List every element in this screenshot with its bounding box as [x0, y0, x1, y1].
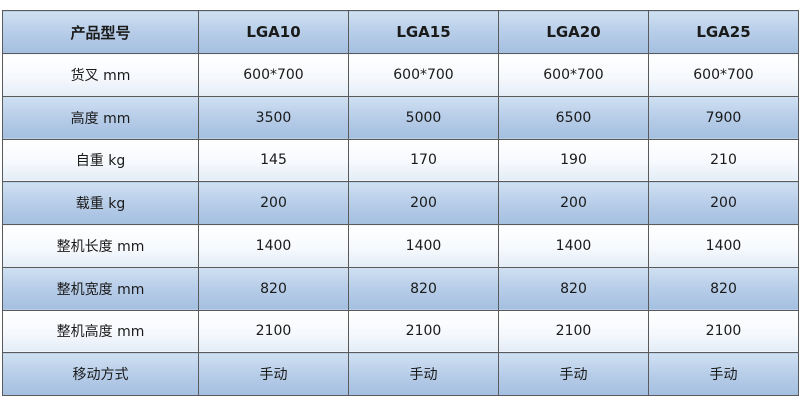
row-label: 移动方式	[2, 352, 199, 396]
table-cell: 6500	[498, 95, 649, 140]
header-model-lga25: LGA25	[648, 10, 799, 54]
table-cell: 手动	[348, 352, 499, 396]
row-label: 整机长度 mm	[2, 224, 199, 268]
table-row-overall-width: 整机宽度 mm 820 820 820 820	[2, 266, 799, 311]
table-cell: 600*700	[498, 53, 649, 97]
table-cell: 145	[198, 138, 349, 183]
table-cell: 1400	[198, 224, 349, 268]
header-product-model: 产品型号	[2, 10, 199, 54]
table-cell: 820	[198, 266, 349, 311]
table-cell: 600*700	[648, 53, 799, 97]
table-cell: 200	[648, 181, 799, 225]
table-cell: 200	[348, 181, 499, 225]
spec-table: 产品型号 LGA10 LGA15 LGA20 LGA25 货叉 mm 600*7…	[2, 10, 799, 396]
table-cell: 2100	[648, 309, 799, 354]
table-row-movement-mode: 移动方式 手动 手动 手动 手动	[2, 352, 799, 396]
table-cell: 1400	[498, 224, 649, 268]
row-label: 高度 mm	[2, 95, 199, 140]
table-cell: 600*700	[198, 53, 349, 97]
table-cell: 手动	[498, 352, 649, 396]
row-label: 货叉 mm	[2, 53, 199, 97]
table-row-overall-length: 整机长度 mm 1400 1400 1400 1400	[2, 224, 799, 268]
table-cell: 170	[348, 138, 499, 183]
table-cell: 190	[498, 138, 649, 183]
table-cell: 200	[498, 181, 649, 225]
header-model-lga10: LGA10	[198, 10, 349, 54]
header-row: 产品型号 LGA10 LGA15 LGA20 LGA25	[2, 10, 799, 54]
table-cell: 820	[648, 266, 799, 311]
table-cell: 1400	[348, 224, 499, 268]
table-cell: 7900	[648, 95, 799, 140]
table-cell: 1400	[648, 224, 799, 268]
header-model-lga20: LGA20	[498, 10, 649, 54]
row-label: 整机宽度 mm	[2, 266, 199, 311]
table-row-load: 载重 kg 200 200 200 200	[2, 181, 799, 225]
header-model-lga15: LGA15	[348, 10, 499, 54]
table-cell: 210	[648, 138, 799, 183]
row-label: 载重 kg	[2, 181, 199, 225]
table-cell: 手动	[198, 352, 349, 396]
table-row-fork-size: 货叉 mm 600*700 600*700 600*700 600*700	[2, 53, 799, 97]
table-cell: 200	[198, 181, 349, 225]
table-cell: 820	[348, 266, 499, 311]
table-cell: 600*700	[348, 53, 499, 97]
table-cell: 820	[498, 266, 649, 311]
table-cell: 2100	[498, 309, 649, 354]
table-cell: 手动	[648, 352, 799, 396]
row-label: 自重 kg	[2, 138, 199, 183]
table-row-height: 高度 mm 3500 5000 6500 7900	[2, 95, 799, 140]
row-label: 整机高度 mm	[2, 309, 199, 354]
table-cell: 3500	[198, 95, 349, 140]
table-row-self-weight: 自重 kg 145 170 190 210	[2, 138, 799, 183]
table-cell: 5000	[348, 95, 499, 140]
table-row-overall-height: 整机高度 mm 2100 2100 2100 2100	[2, 309, 799, 354]
table-cell: 2100	[348, 309, 499, 354]
table-cell: 2100	[198, 309, 349, 354]
